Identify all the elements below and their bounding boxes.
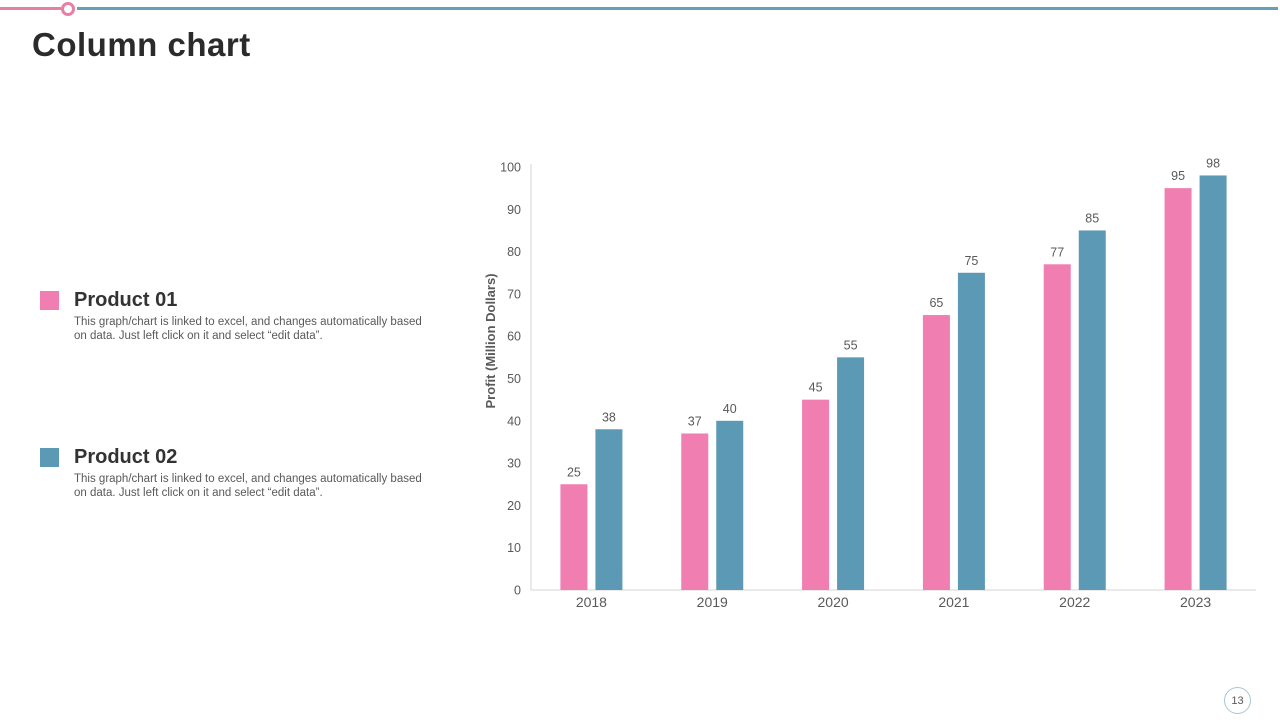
- bar-value-label: 85: [1085, 211, 1099, 225]
- page-number-badge: 13: [1224, 687, 1251, 714]
- bar-product-01-2019: [681, 433, 709, 590]
- legend-description: This graph/chart is linked to excel, and…: [74, 316, 422, 342]
- accent-line-teal: [77, 7, 1278, 10]
- bar-product-01-2020: [802, 399, 830, 590]
- y-tick-label: 50: [507, 372, 521, 386]
- bar-value-label: 77: [1050, 245, 1064, 259]
- bar-product-02-2018: [595, 429, 623, 590]
- bar-product-01-2021: [922, 315, 950, 590]
- bar-value-label: 98: [1206, 156, 1220, 170]
- accent-line-pink: [0, 7, 61, 10]
- legend-description: This graph/chart is linked to excel, and…: [74, 473, 422, 499]
- bar-value-label: 45: [809, 381, 823, 395]
- page-number: 13: [1231, 694, 1244, 707]
- x-category-label: 2018: [576, 594, 607, 610]
- x-category-label: 2022: [1059, 594, 1090, 610]
- accent-circle: [61, 2, 75, 16]
- bar-value-label: 37: [688, 414, 702, 428]
- y-tick-label: 10: [507, 541, 521, 555]
- bar-product-02-2019: [716, 420, 744, 590]
- x-category-label: 2021: [938, 594, 969, 610]
- column-chart: 0 10 20 30 40 50 60 70 80 90 100 Profit (Million Do…: [483, 156, 1256, 610]
- bar-product-02-2023: [1199, 175, 1227, 590]
- bar-value-label: 55: [844, 338, 858, 352]
- legend-swatch-product-02: [40, 448, 59, 467]
- bar-value-label: 75: [964, 254, 978, 268]
- bar-product-01-2018: [560, 484, 588, 590]
- y-tick-label: 100: [500, 161, 521, 175]
- y-tick-label: 60: [507, 330, 521, 344]
- page-title: Column chart: [32, 26, 251, 63]
- bar-value-label: 25: [567, 465, 581, 479]
- y-tick-label: 20: [507, 499, 521, 513]
- bar-product-01-2023: [1164, 188, 1192, 590]
- y-tick-label: 70: [507, 287, 521, 301]
- y-tick-label: 90: [507, 203, 521, 217]
- legend-label: Product 02: [74, 446, 178, 468]
- bar-product-01-2022: [1043, 264, 1071, 590]
- legend-item-product-01: Product 01 This graph/chart is linked to…: [40, 289, 430, 343]
- legend-swatch-product-01: [40, 291, 59, 310]
- bar-product-02-2020: [837, 357, 865, 590]
- x-category-label: 2019: [697, 594, 728, 610]
- bar-value-label: 38: [602, 410, 616, 424]
- y-tick-label: 40: [507, 414, 521, 428]
- bar-product-02-2021: [957, 272, 985, 590]
- bar-value-label: 40: [723, 402, 737, 416]
- x-category-label: 2023: [1180, 594, 1211, 610]
- y-tick-label: 80: [507, 245, 521, 259]
- y-tick-label: 0: [514, 584, 521, 598]
- y-axis-title: Profit (Million Dollars): [483, 273, 498, 408]
- bar-value-label: 65: [929, 296, 943, 310]
- bar-value-label: 95: [1171, 169, 1185, 183]
- legend-item-product-02: Product 02 This graph/chart is linked to…: [40, 446, 430, 500]
- x-category-label: 2020: [818, 594, 849, 610]
- y-tick-label: 30: [507, 457, 521, 471]
- bar-product-02-2022: [1078, 230, 1106, 590]
- legend-label: Product 01: [74, 289, 178, 311]
